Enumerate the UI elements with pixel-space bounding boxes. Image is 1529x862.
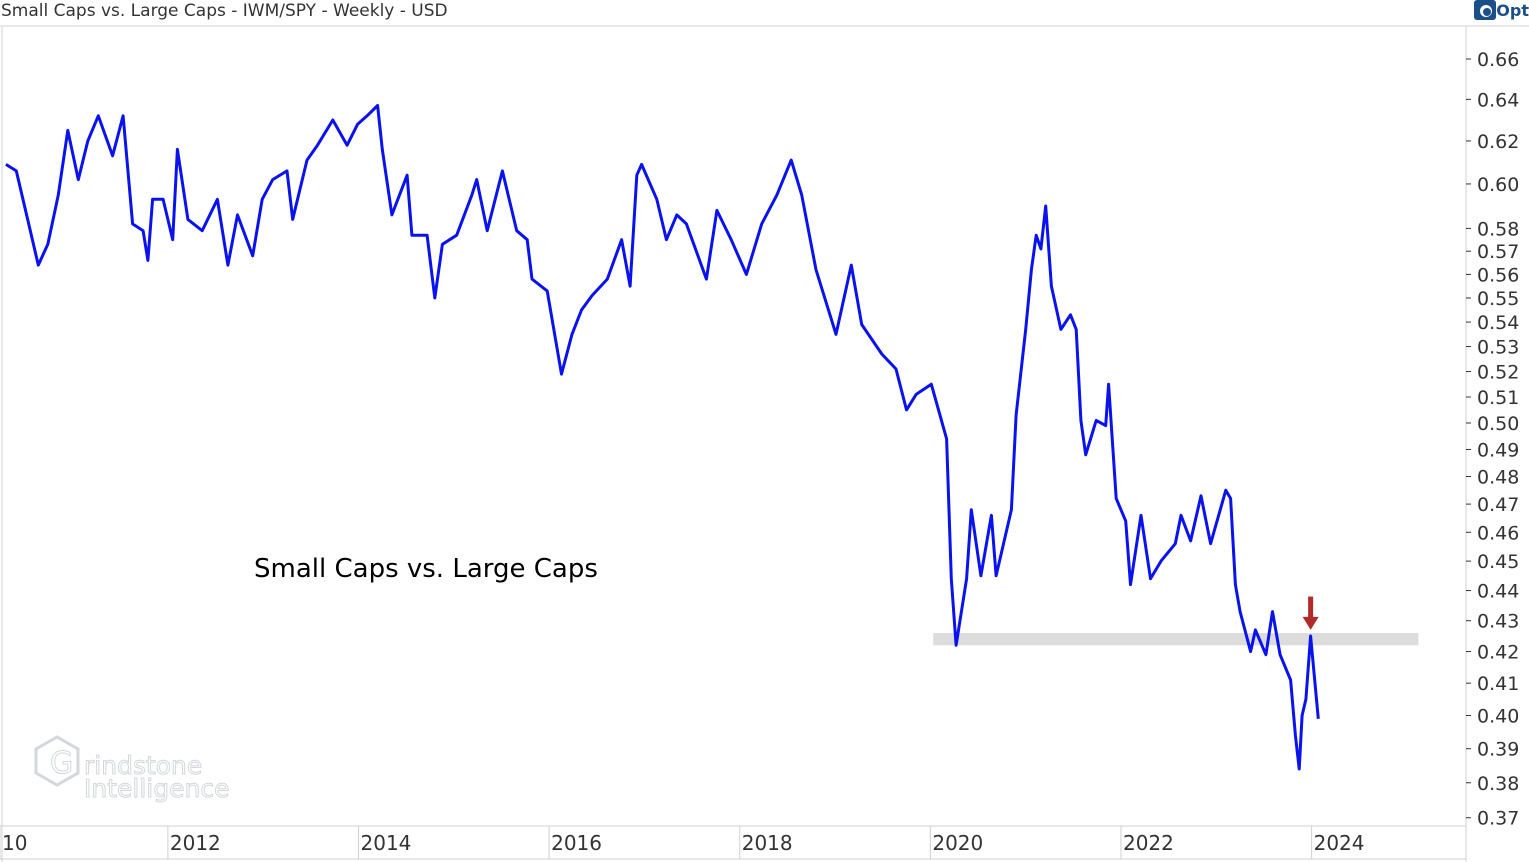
y-tick-label: 0.53 — [1477, 337, 1519, 359]
y-tick-label: 0.56 — [1477, 264, 1519, 286]
watermark-logo: G rindstone Intelligence — [34, 735, 230, 804]
watermark-line1: rindstone — [84, 751, 202, 780]
y-tick-label: 0.54 — [1477, 312, 1519, 334]
y-tick-label: 0.40 — [1477, 706, 1519, 728]
x-tick-label: 2024 — [1314, 831, 1365, 855]
y-tick-label: 0.47 — [1477, 494, 1519, 516]
y-tick-label: 0.37 — [1477, 808, 1519, 830]
x-tick-label: 2014 — [361, 831, 412, 855]
y-tick-label: 0.62 — [1477, 131, 1519, 153]
chart-frame — [0, 25, 1529, 862]
support-band — [933, 632, 1419, 646]
y-tick-label: 0.51 — [1477, 387, 1519, 409]
y-tick-label: 0.48 — [1477, 466, 1519, 488]
y-tick-label: 0.60 — [1477, 174, 1519, 196]
logo-text: Opt — [1496, 0, 1529, 20]
logo-icon — [1474, 0, 1497, 20]
y-tick-label: 0.41 — [1477, 673, 1519, 695]
y-tick-label: 0.57 — [1477, 241, 1519, 263]
y-tick-label: 0.49 — [1477, 439, 1519, 461]
series-line — [5, 104, 1320, 771]
y-tick-label: 0.58 — [1477, 218, 1519, 240]
y-tick-label: 0.66 — [1477, 49, 1519, 71]
y-tick-label: 0.42 — [1477, 642, 1519, 664]
x-tick-label: 2020 — [932, 831, 983, 855]
x-tick-label: 2022 — [1123, 831, 1174, 855]
y-tick-label: 0.44 — [1477, 581, 1519, 603]
y-tick-label: 0.38 — [1477, 773, 1519, 795]
chart-title: Small Caps vs. Large Caps - IWM/SPY - We… — [1, 1, 448, 21]
y-tick-label: 0.46 — [1477, 522, 1519, 544]
y-tick-label: 0.64 — [1477, 89, 1519, 111]
watermark-line2: Intelligence — [84, 774, 229, 803]
x-tick-label: 2018 — [742, 831, 793, 855]
y-tick-label: 0.55 — [1477, 288, 1519, 310]
x-tick-label: 2012 — [170, 831, 221, 855]
chart-annotation: Small Caps vs. Large Caps — [254, 554, 598, 584]
x-tick-label: 2016 — [551, 831, 602, 855]
x-tick-label: 10 — [2, 831, 27, 855]
x-axis: 10 2012 2014 2016 2018 2020 2022 2024 — [0, 826, 1365, 859]
y-tick-label: 0.39 — [1477, 739, 1519, 761]
arrow-down-icon — [1302, 616, 1319, 630]
arrow-shaft — [1308, 596, 1314, 618]
y-tick-label: 0.45 — [1477, 551, 1519, 573]
y-axis: 0.66 0.64 0.62 0.60 0.580.570.560.550.54 0.53… — [1466, 49, 1519, 830]
svg-text:G: G — [50, 746, 73, 781]
y-tick-label: 0.52 — [1477, 362, 1519, 384]
y-tick-label: 0.43 — [1477, 611, 1519, 633]
brand-logo: Opt — [1474, 0, 1529, 20]
y-tick-label: 0.50 — [1477, 413, 1519, 435]
